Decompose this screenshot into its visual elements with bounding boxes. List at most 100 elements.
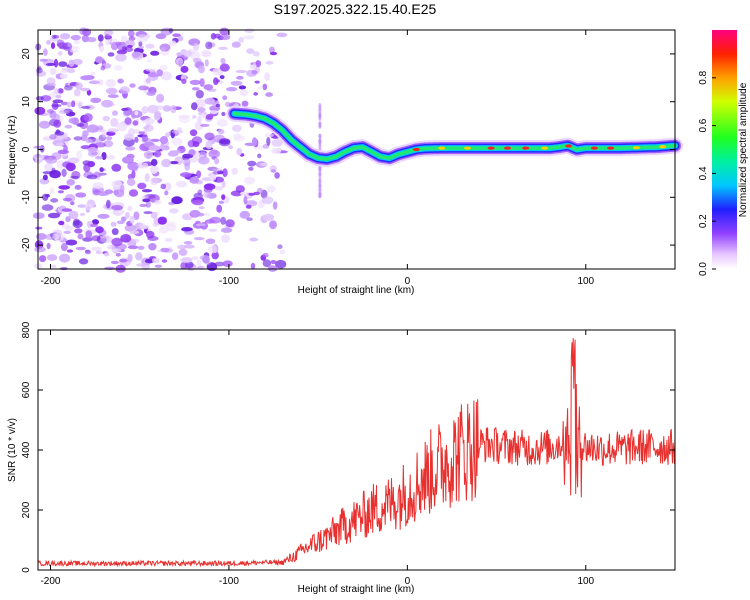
spectrogram-noise-blob (265, 92, 273, 97)
snr-x-tick-label: 100 (577, 576, 594, 587)
spectrogram-noise-blob (111, 163, 122, 172)
spectrogram-noise-blob (50, 42, 56, 49)
spectrogram-noise-blob (32, 212, 45, 219)
spectrogram-noise-blob (212, 67, 223, 76)
spectrogram-x-label: Height of straight line (km) (298, 285, 415, 296)
spectrogram-noise-blob (66, 101, 73, 108)
spectrogram-noise-blob (198, 156, 210, 165)
spectrogram-noise-blob (90, 223, 98, 228)
spectrogram-noise-blob (244, 28, 255, 34)
colorbar-tick-label: 0.2 (698, 214, 709, 228)
spectrogram-noise-blob (171, 137, 183, 146)
spectrogram-noise-blob (58, 185, 71, 190)
snr-y-tick-label: 400 (21, 441, 32, 458)
spectrogram-noise-blob (212, 170, 222, 175)
spectrogram-noise-blob (241, 100, 249, 107)
spectrogram-noise-blob (107, 52, 115, 57)
spectrogram-noise-blob (110, 221, 117, 227)
spectrogram-noise-blob (131, 51, 141, 58)
spectrogram-noise-blob (231, 41, 241, 48)
spectrogram-noise-blob (86, 174, 98, 180)
spectrogram-noise-blob (210, 33, 217, 40)
spectrogram-noise-blob (112, 110, 118, 116)
spectrogram-noise-blob (161, 158, 172, 168)
spectrogram-noise-blob (76, 150, 83, 160)
spectrogram-noise-blob (262, 83, 268, 91)
spectrogram-noise-blob (209, 174, 217, 181)
spectrogram-x-tick-label: -200 (40, 276, 60, 287)
spectrogram-noise-blob (195, 89, 204, 99)
spectrogram-noise-blob (79, 87, 91, 92)
snr-y-tick-label: 600 (21, 381, 32, 398)
spectrogram-noise-blob (200, 123, 210, 127)
spectrogram-noise-blob (176, 52, 183, 57)
spectrogram-noise-blob (111, 180, 123, 188)
spectrogram-noise-blob (61, 168, 67, 177)
spectrogram-noise-blob (165, 132, 171, 138)
spectrogram-noise-blob (106, 155, 116, 160)
snr-x-tick-label: 0 (405, 576, 411, 587)
spectrogram-noise-blob (213, 77, 219, 86)
spectrogram-noise-blob (209, 110, 219, 115)
spectrogram-noise-blob (222, 260, 233, 268)
spectrogram-x-ticks: -200 -100 0 100 (40, 30, 595, 287)
spectrogram-noise-blob (222, 95, 228, 101)
spectrogram-noise-blob (126, 44, 133, 48)
spectrogram-noise-blob (68, 59, 75, 67)
spectrogram-noise-blob (221, 234, 231, 243)
spectrogram-noise-blob (218, 200, 225, 204)
spectrogram-noise-blob (169, 208, 179, 214)
spectrogram-noise-blob (102, 115, 111, 122)
spectrogram-noise-blob (253, 92, 258, 96)
spectrogram-noise-blob (62, 42, 73, 52)
colorbar-label: Normalized spectral amplitude (738, 82, 749, 217)
spectrogram-noise-blob (71, 100, 76, 108)
spectrogram-noise-blob (138, 45, 144, 49)
spectrogram-noise-blob (184, 162, 191, 171)
spectrogram-noise-blob (35, 157, 44, 164)
spectrogram-noise-blob (63, 85, 73, 91)
spectrogram-noise-blob (35, 226, 43, 230)
spectrogram-noise-blob (92, 182, 104, 189)
spectrogram-noise-blob (84, 250, 92, 255)
spectrogram-noise-blob (160, 71, 173, 81)
spectrogram-noise-blob (121, 46, 128, 51)
spectrogram-trace-peak (633, 146, 640, 150)
spectrogram-noise-blob (113, 65, 123, 71)
spectrogram-noise-blob (106, 199, 111, 209)
spectrogram-noise (32, 27, 322, 273)
spectrogram-noise-blob (77, 233, 84, 240)
spectrogram-noise-blob (180, 65, 189, 73)
spectrogram-noise-blob (156, 69, 163, 77)
spectrogram-noise-blob (48, 212, 60, 219)
spectrogram-noise-blob (111, 237, 123, 247)
spectrogram-noise-blob (215, 103, 221, 108)
spectrogram-noise-blob (271, 139, 283, 147)
spectrogram-noise-blob (124, 133, 134, 141)
spectrogram-noise-blob (74, 228, 83, 234)
spectrogram-noise-blob (80, 105, 91, 109)
spectrogram-noise-blob (46, 254, 58, 261)
spectrogram-trace-peak (504, 146, 511, 150)
spectrogram-noise-blob (66, 179, 75, 186)
spectrogram-noise-blob (80, 145, 92, 150)
spectrogram-noise-blob (145, 43, 155, 49)
spectrogram-noise-blob (192, 141, 200, 148)
spectrogram-noise-blob (45, 193, 50, 198)
spectrogram-noise-blob (124, 117, 132, 125)
spectrogram-noise-blob (52, 99, 64, 104)
spectrogram-noise-blob (318, 192, 322, 197)
spectrogram-noise-blob (171, 252, 179, 260)
spectrogram-noise-blob (181, 227, 193, 232)
spectrogram-noise-blob (160, 183, 167, 190)
spectrogram-y-ticks: 20 10 0 -10 -20 (21, 48, 675, 252)
spectrogram-noise-blob (119, 86, 130, 94)
spectrogram-noise-blob (145, 201, 151, 208)
spectrogram-noise-blob (86, 89, 92, 96)
spectrogram-noise-blob (116, 49, 127, 55)
spectrogram-noise-blob (45, 62, 56, 66)
spectrogram-trace-peak (438, 146, 446, 150)
spectrogram-noise-blob (196, 170, 202, 179)
